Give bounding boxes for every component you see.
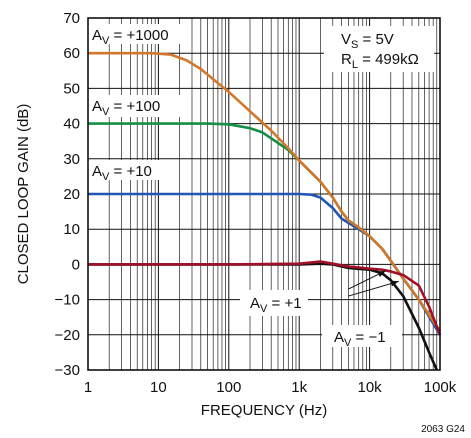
x-tick-label: 1k — [291, 379, 307, 396]
annotation-arrowhead — [390, 280, 399, 287]
label-backgrounds — [88, 24, 434, 347]
label-background — [88, 160, 163, 180]
series-label-av1: AV = +1 — [250, 295, 302, 315]
y-tick-label: 30 — [63, 151, 80, 168]
condition-load-resistance: RL = 499kΩ — [341, 51, 419, 71]
x-axis-title: FREQUENCY (Hz) — [201, 402, 327, 419]
y-tick-label: −20 — [55, 327, 80, 344]
plot-frame — [87, 17, 441, 371]
label-background — [240, 290, 308, 316]
figure-id: 2063 G24 — [421, 424, 465, 435]
series-label-av1000: AV = +1000 — [92, 27, 169, 47]
y-tick-label: 70 — [63, 10, 80, 27]
condition-supply-voltage: VS = 5V — [341, 31, 394, 51]
y-tick-label: 50 — [63, 80, 80, 97]
y-tick-label: 60 — [63, 45, 80, 62]
series — [88, 51, 442, 371]
x-tick-label: 1 — [84, 379, 92, 396]
annotation-arrows — [348, 270, 399, 297]
x-tick-label: 100k — [424, 379, 457, 396]
series-line-av1 — [88, 260, 442, 336]
label-background — [322, 325, 402, 347]
x-tick-label: 10k — [358, 379, 383, 396]
y-tick-label: 20 — [63, 186, 80, 203]
annotation-arrow — [348, 280, 399, 297]
x-tick-label: 10 — [150, 379, 167, 396]
y-tick-label: 0 — [72, 256, 80, 273]
y-axis-title: CLOSED LOOP GAIN (dB) — [15, 104, 32, 285]
y-tick-label: 10 — [63, 221, 80, 238]
series-label-avm1: AV = −1 — [334, 329, 386, 349]
series-label-av100: AV = +100 — [92, 98, 160, 118]
y-tick-label: 40 — [63, 116, 80, 133]
y-tick-label: −10 — [55, 292, 80, 309]
label-background — [88, 95, 190, 117]
x-tick-label: 100 — [216, 379, 241, 396]
label-background — [88, 24, 188, 44]
series-line-av1000 — [88, 51, 442, 333]
label-background — [324, 26, 434, 72]
y-tick-label: −30 — [55, 362, 80, 379]
annotation-arrowhead — [377, 270, 386, 277]
series-label-av10: AV = +10 — [92, 163, 152, 183]
